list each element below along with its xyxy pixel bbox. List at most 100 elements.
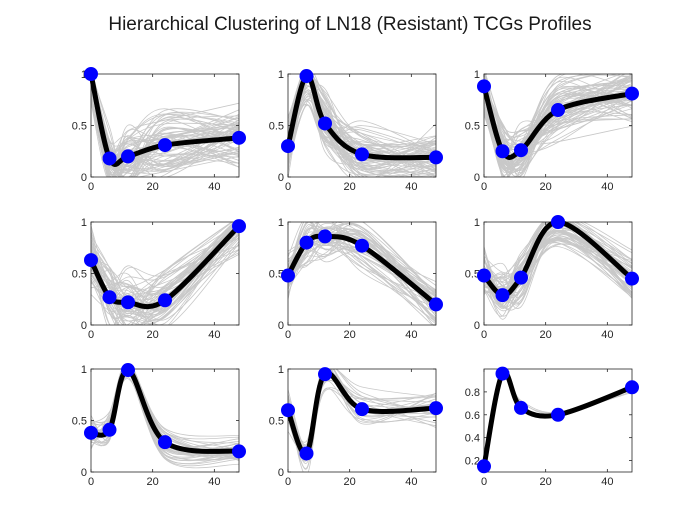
member-profile-line xyxy=(484,230,632,317)
y-tick-label: 0.5 xyxy=(72,416,87,428)
x-tick-label: 0 xyxy=(481,181,487,193)
centroid-point xyxy=(625,380,639,395)
x-tick-label: 20 xyxy=(344,181,356,193)
centroid-point xyxy=(551,215,565,229)
x-tick-label: 0 xyxy=(88,476,94,488)
member-profile-line xyxy=(288,246,436,292)
centroid-point xyxy=(232,130,246,145)
y-tick-label: 0 xyxy=(278,172,284,184)
centroid-point xyxy=(158,435,172,450)
centroid-point xyxy=(318,367,332,382)
x-tick-label: 20 xyxy=(147,329,159,341)
member-profile-line xyxy=(288,369,436,449)
member-profiles xyxy=(288,222,436,325)
centroid-point xyxy=(355,147,369,162)
x-tick-label: 40 xyxy=(601,181,613,193)
centroid-point xyxy=(318,116,332,131)
panel-5: 0 20 40 0 0.5 1 xyxy=(269,217,443,341)
x-tick-label: 20 xyxy=(147,181,159,193)
member-profile-line xyxy=(288,103,436,155)
centroid-point xyxy=(158,138,172,153)
member-profiles xyxy=(484,74,632,177)
x-tick-label: 0 xyxy=(285,329,291,341)
y-tick-label: 1 xyxy=(278,217,284,229)
member-profile-line xyxy=(484,222,632,308)
centroid-point xyxy=(299,69,314,84)
y-tick-label: 0.5 xyxy=(269,121,284,133)
x-tick-label: 40 xyxy=(601,329,613,341)
centroid-point xyxy=(121,363,135,378)
centroid-point xyxy=(495,366,510,381)
member-profile-line xyxy=(91,369,239,457)
y-tick-label: 0.5 xyxy=(72,121,87,133)
y-tick-label: 1 xyxy=(81,364,87,376)
member-profile-line xyxy=(91,369,239,444)
centroid-point xyxy=(477,459,491,474)
member-profile-line xyxy=(288,222,436,325)
x-tick-label: 40 xyxy=(405,329,417,341)
y-tick-label: 0.4 xyxy=(465,433,480,445)
panel-3: 0 20 40 0 0.5 1 xyxy=(465,69,639,193)
member-profiles xyxy=(91,74,239,177)
centroid-point xyxy=(281,403,295,418)
panel-7: 0 20 40 0 0.5 1 xyxy=(72,363,246,488)
centroid-point xyxy=(158,293,172,308)
x-tick-label: 0 xyxy=(88,329,94,341)
member-profile-line xyxy=(484,81,632,175)
centroid-point xyxy=(355,402,369,417)
x-tick-label: 20 xyxy=(344,329,356,341)
x-tick-label: 40 xyxy=(405,181,417,193)
member-profile-line xyxy=(91,222,239,288)
y-tick-label: 1 xyxy=(81,217,87,229)
member-profile-line xyxy=(92,74,239,177)
x-tick-label: 40 xyxy=(601,476,613,488)
member-profiles xyxy=(484,369,632,472)
x-tick-label: 20 xyxy=(540,329,552,341)
centroid-point xyxy=(514,270,528,285)
centroid-point xyxy=(121,295,135,310)
panel-6: 0 20 40 0 0.5 1 xyxy=(465,215,639,341)
member-profile-line xyxy=(91,222,236,325)
member-profile-line xyxy=(288,387,436,446)
member-profile-line xyxy=(91,222,237,325)
member-profile-line xyxy=(484,93,632,173)
y-tick-label: 0 xyxy=(81,467,87,479)
centroid-point xyxy=(299,446,314,461)
y-tick-label: 0.5 xyxy=(465,269,480,281)
x-tick-label: 0 xyxy=(88,181,94,193)
centroid-point xyxy=(84,253,98,268)
y-tick-label: 0 xyxy=(278,467,284,479)
centroid-point xyxy=(299,235,314,250)
x-tick-label: 0 xyxy=(285,476,291,488)
y-tick-label: 0.6 xyxy=(465,410,480,422)
panel-1: 0 20 40 0 0.5 1 xyxy=(72,67,246,193)
centroid-point xyxy=(232,219,246,234)
x-tick-label: 40 xyxy=(208,181,220,193)
centroid-point xyxy=(551,103,565,118)
y-tick-label: 0 xyxy=(81,172,87,184)
member-profile-line xyxy=(91,249,239,325)
member-profile-line xyxy=(91,376,239,459)
member-profile-line xyxy=(288,84,436,177)
y-tick-label: 0.8 xyxy=(465,387,480,399)
member-profiles xyxy=(484,222,632,320)
y-tick-label: 0 xyxy=(278,320,284,332)
y-tick-label: 0 xyxy=(474,172,480,184)
x-tick-label: 20 xyxy=(147,476,159,488)
member-profile-line xyxy=(288,376,436,472)
y-tick-label: 0.5 xyxy=(465,121,480,133)
y-tick-label: 0.5 xyxy=(72,269,87,281)
x-tick-label: 0 xyxy=(481,476,487,488)
x-tick-label: 20 xyxy=(540,476,552,488)
member-profile-line xyxy=(288,369,436,443)
y-tick-label: 1 xyxy=(474,69,480,81)
x-tick-label: 20 xyxy=(344,476,356,488)
centroid-point xyxy=(121,149,135,164)
figure-title: Hierarchical Clustering of LN18 (Resista… xyxy=(108,14,592,35)
centroid-point xyxy=(429,297,443,312)
centroid-point xyxy=(429,401,443,416)
panel-8: 0 20 40 0 0.5 1 xyxy=(269,364,443,488)
y-tick-label: 0.5 xyxy=(269,269,284,281)
centroid-point xyxy=(318,229,332,244)
